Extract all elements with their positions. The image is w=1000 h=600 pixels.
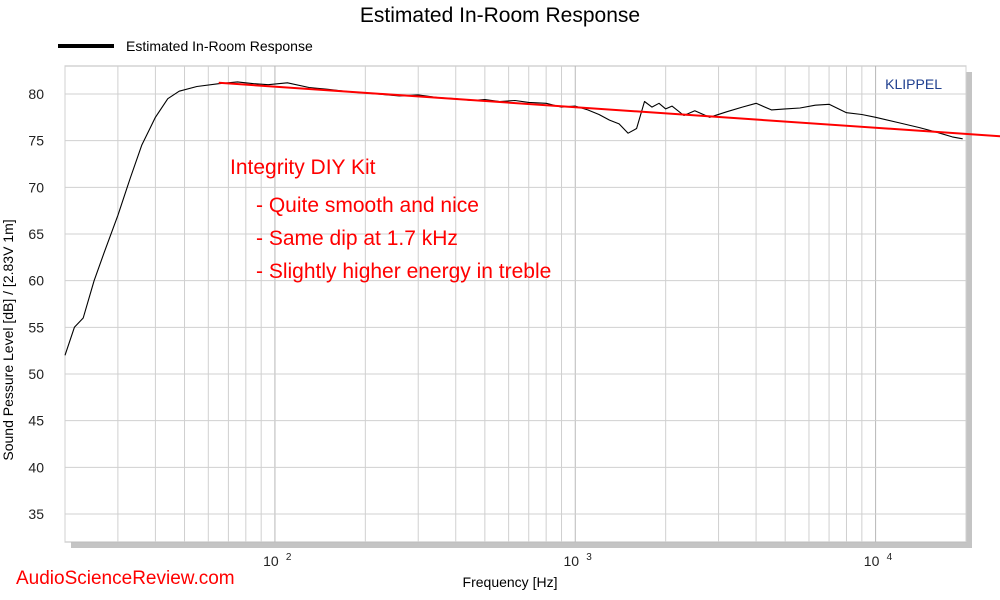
x-axis-label: Frequency [Hz]: [463, 574, 558, 590]
x-tick-label: 10: [864, 553, 880, 569]
plot-area: [64, 65, 967, 543]
chart-title: Estimated In-Room Response: [360, 4, 640, 27]
x-tick-labels: 10 2 10 3 10 4: [263, 552, 892, 569]
legend-label: Estimated In-Room Response: [126, 38, 313, 54]
klippel-watermark: KLIPPEL: [885, 76, 942, 92]
y-tick-label: 55: [28, 319, 44, 335]
y-tick-label: 70: [28, 179, 44, 195]
y-tick-label: 60: [28, 273, 44, 289]
annotation-bullet: - Slightly higher energy in treble: [256, 260, 551, 283]
x-tick-exponent: 4: [887, 552, 893, 563]
grid: [64, 66, 967, 542]
y-tick-label: 45: [28, 413, 44, 429]
x-tick-label: 10: [563, 553, 579, 569]
legend: Estimated In-Room Response: [58, 38, 313, 54]
y-tick-label: 40: [28, 459, 44, 475]
y-tick-label: 65: [28, 226, 44, 242]
source-label: AudioScienceReview.com: [16, 568, 235, 589]
y-tick-label: 50: [28, 366, 44, 382]
annotation-bullet: - Quite smooth and nice: [256, 194, 479, 217]
frame-shadow-bottom: [71, 542, 972, 548]
y-tick-label: 75: [28, 133, 44, 149]
y-tick-label: 35: [28, 506, 44, 522]
x-tick-exponent: 3: [586, 552, 592, 563]
x-tick-exponent: 2: [286, 552, 292, 563]
y-tick-labels: 35 40 45 50 55 60 65 70 75 80: [28, 86, 44, 522]
x-tick-label: 10: [263, 553, 279, 569]
series-group: [64, 81, 1000, 356]
trend-line: [218, 81, 1000, 138]
annotation-heading: Integrity DIY Kit: [230, 156, 376, 179]
y-tick-label: 80: [28, 86, 44, 102]
annotation-bullet: - Same dip at 1.7 kHz: [256, 227, 458, 250]
y-axis-label: Sound Pessure Level [dB] / [2.83V 1m]: [0, 219, 16, 460]
frame-shadow-right: [966, 72, 972, 548]
annotation: Integrity DIY Kit - Quite smooth and nic…: [230, 156, 551, 283]
